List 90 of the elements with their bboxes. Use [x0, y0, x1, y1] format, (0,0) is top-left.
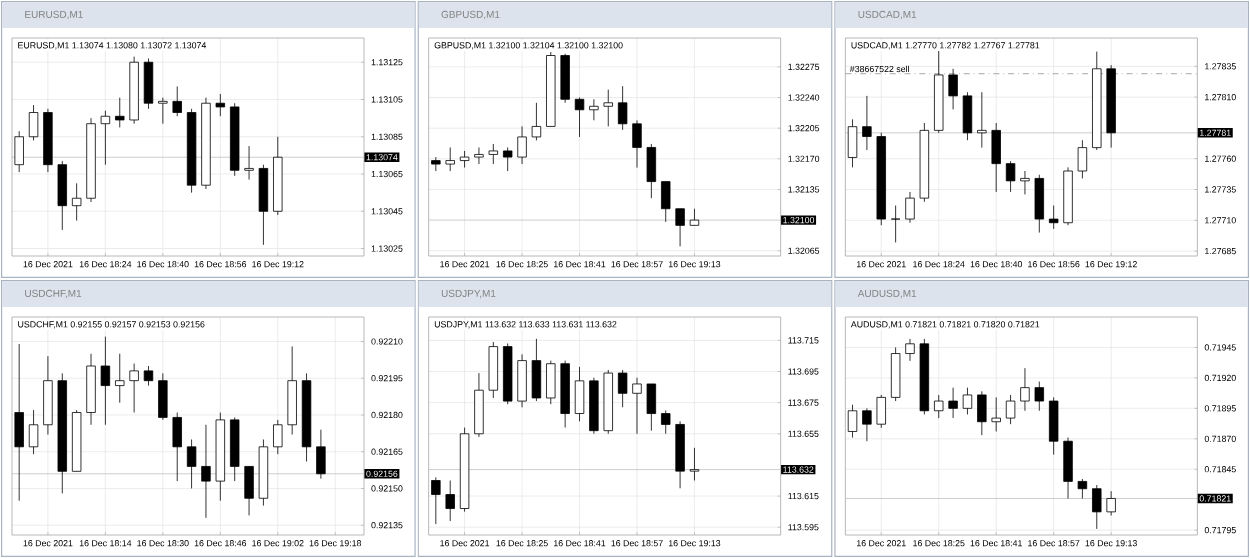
candlestick [1020, 170, 1030, 195]
candlestick [632, 119, 642, 168]
candlestick [948, 68, 958, 110]
candlestick [646, 143, 657, 199]
candlestick [115, 353, 125, 404]
candlestick [445, 147, 455, 172]
candlestick [258, 164, 269, 246]
candlestick [115, 97, 125, 128]
candlestick [287, 345, 297, 435]
candlestick [1106, 490, 1116, 516]
candlestick [1034, 174, 1045, 233]
candlestick [603, 89, 613, 127]
candlestick [675, 420, 685, 489]
candlestick [991, 122, 1001, 193]
candlestick [316, 429, 326, 480]
candlestick [661, 410, 671, 435]
candlestick [1063, 437, 1073, 499]
candlestick [934, 394, 944, 419]
candlestick [617, 369, 628, 408]
candlestick [488, 143, 499, 165]
candlestick [43, 355, 53, 435]
candlestick [890, 205, 901, 243]
candlestick [474, 147, 484, 165]
candlestick [646, 383, 657, 432]
candlestick [862, 407, 872, 442]
candlestick [962, 91, 973, 141]
candlestick [546, 360, 556, 405]
candlestick [890, 347, 901, 402]
candlestick [172, 412, 182, 482]
candlestick [28, 409, 39, 455]
candlestick [632, 377, 642, 435]
candlestick [244, 145, 254, 181]
candlestick [574, 97, 585, 138]
candlestick [847, 118, 858, 168]
candlestick [100, 110, 111, 166]
candlestick [1048, 396, 1059, 456]
candlestick [905, 338, 915, 362]
candlestick [531, 102, 542, 141]
candlestick [158, 97, 168, 125]
candlestick [186, 439, 197, 489]
candlestick [1020, 367, 1030, 412]
candlestick [129, 363, 139, 413]
candlestick [158, 372, 168, 421]
candlestick [1034, 381, 1045, 412]
candlestick [143, 58, 154, 110]
candlestick [689, 447, 700, 481]
candlestick [847, 404, 858, 438]
candlestick [445, 480, 455, 522]
candlestick [244, 466, 254, 516]
candlestick [574, 366, 585, 422]
candlestick [1005, 160, 1016, 193]
candlestick [57, 160, 67, 231]
candlestick [675, 208, 685, 247]
candlestick [1077, 139, 1088, 179]
candlestick [905, 191, 915, 224]
candlestick [531, 338, 542, 402]
candlestick [661, 181, 671, 223]
candlestick [560, 53, 570, 104]
candlestick [28, 104, 39, 141]
candlestick [1092, 484, 1102, 530]
candlestick [14, 130, 24, 173]
candlestick [488, 341, 499, 399]
candlestick [1077, 478, 1088, 499]
candlestick [862, 95, 872, 151]
candlestick [977, 91, 987, 149]
candlestick [100, 336, 111, 426]
candlestick [14, 343, 24, 502]
candlestick [962, 387, 973, 415]
candlestick [977, 390, 987, 436]
candlestick [474, 372, 484, 438]
candlestick [1005, 394, 1016, 425]
candlestick [201, 424, 211, 519]
candlestick [143, 365, 154, 386]
candlestick [502, 147, 513, 172]
candlestick [517, 353, 527, 408]
candlestick [172, 86, 182, 117]
candlestick [431, 476, 441, 525]
candlestick [459, 150, 470, 168]
candlestick [215, 93, 226, 117]
candlestick [71, 182, 82, 221]
candlestick [876, 394, 886, 429]
candlestick [991, 396, 1001, 432]
candlestick [1048, 205, 1059, 230]
candlestick [948, 387, 958, 419]
candlestick [517, 126, 527, 165]
candlestick [617, 85, 628, 131]
candlestick [86, 353, 96, 426]
candlestick [229, 417, 240, 482]
candlestick [589, 98, 599, 121]
candlestick [273, 419, 283, 455]
